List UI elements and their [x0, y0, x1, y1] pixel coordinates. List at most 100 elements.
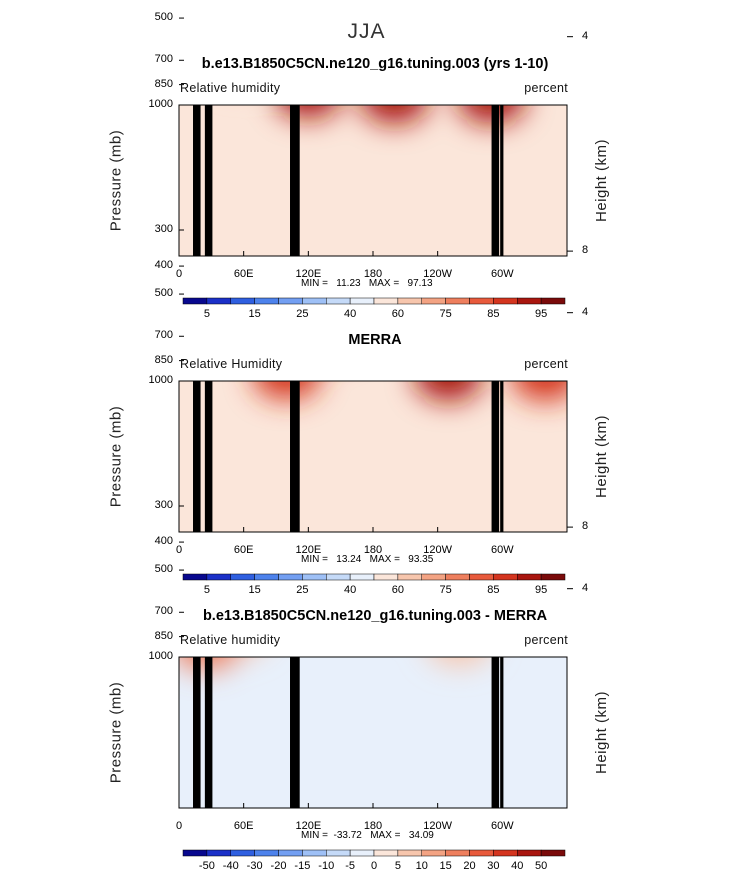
colorbar-cell-1-6: [326, 297, 351, 305]
colorbar-cell-1-1: [206, 297, 231, 305]
colorbar-cell-2-3: [254, 573, 279, 581]
field-blob-8: [254, 381, 320, 400]
y-tick-label-700: 700: [154, 329, 173, 342]
field-blob-4: [253, 0, 321, 31]
panel-title-1: b.e13.B1850C5CN.ne120_g16.tuning.003 (yr…: [201, 56, 549, 72]
height-tick-label-4: 4: [582, 581, 589, 594]
x-tick-label-3: 180: [363, 820, 383, 832]
x-tick-label-4: 120W: [423, 820, 453, 832]
colorbar-cell-1-10: [421, 297, 446, 305]
colorbar-label-3-7: 0: [370, 860, 378, 872]
colorbar-label-3-12: 30: [487, 860, 500, 872]
colorbar-cell-1-14: [517, 297, 542, 305]
min-max-label-1: MIN = 11.23 MAX = 97.13: [301, 278, 433, 289]
colorbar-cell-2-4: [278, 573, 303, 581]
colorbar-cell-1-15: [540, 297, 566, 305]
x-tick-label-2: 120E: [295, 544, 322, 556]
colorbar-label-2-3: 40: [344, 584, 357, 596]
topography-6: [295, 381, 300, 532]
y-tick-label-850: 850: [154, 77, 173, 90]
topography-5: [292, 105, 298, 256]
colorbar-cell-2-0: [182, 573, 208, 581]
colorbar-label-1-1: 15: [248, 308, 261, 320]
y-axis-right-title-2: Height (km): [593, 414, 611, 499]
field-blob-1: [339, 0, 407, 22]
colorbar-cell-1-7: [349, 297, 375, 305]
colorbar-label-1-4: 60: [391, 308, 404, 320]
colorbar-cell-1-8: [373, 297, 399, 305]
colorbar-cell-3-0: [182, 849, 208, 857]
panel-left-label-1: Relative humidity: [180, 81, 281, 95]
y-axis-title-1: Pressure (mb): [107, 129, 125, 232]
field-blob-5: [231, 0, 299, 44]
topography-7: [491, 657, 500, 808]
topography-3: [208, 657, 213, 808]
x-tick-label-5: 60W: [491, 820, 514, 832]
colorbar-cell-2-15: [540, 573, 566, 581]
colorbar-label-2-6: 85: [487, 584, 500, 596]
colorbar-cell-3-6: [326, 849, 351, 857]
colorbar-label-1-0: 5: [203, 308, 210, 320]
topography-7: [491, 105, 500, 256]
topography-1: [193, 657, 201, 808]
field-blob-8: [279, 105, 338, 118]
x-tick-label-2: 120E: [295, 820, 322, 832]
y-axis-title-3: Pressure (mb): [107, 681, 125, 784]
colorbar-cell-2-2: [230, 573, 255, 581]
colorbar-cell-1-3: [254, 297, 279, 305]
colorbar-label-2-0: 5: [203, 584, 210, 596]
colorbar-label-1-7: 95: [535, 308, 548, 320]
colorbar-label-3-2: -30: [246, 860, 263, 872]
colorbar-label-3-8: 5: [394, 860, 401, 872]
colorbar-cell-3-10: [421, 849, 446, 857]
y-tick-label-700: 700: [154, 53, 173, 66]
y-tick-label-500: 500: [154, 563, 173, 576]
colorbar-label-3-10: 15: [439, 860, 452, 872]
x-tick-label-0: 0: [175, 268, 183, 280]
height-tick-label-8: 8: [582, 244, 589, 257]
colorbar-cell-1-9: [397, 297, 422, 305]
colorbar-label-1-5: 75: [439, 308, 452, 320]
contour-field-3: [179, 657, 567, 808]
topography-8: [500, 381, 504, 532]
topography-6: [295, 657, 300, 808]
panel-title-3: b.e13.B1850C5CN.ne120_g16.tuning.003 - M…: [202, 608, 548, 624]
colorbar-label-3-5: -10: [318, 860, 335, 872]
colorbar-cell-2-1: [206, 573, 231, 581]
colorbar-cell-2-10: [421, 573, 446, 581]
topography-8: [500, 105, 504, 256]
colorbar-label-1-3: 40: [344, 308, 357, 320]
y-tick-label-700: 700: [154, 605, 173, 618]
topography-2: [204, 105, 210, 256]
panel-left-label-2: Relative Humidity: [180, 357, 283, 371]
topography-8: [500, 657, 504, 808]
colorbar-cell-1-2: [230, 297, 255, 305]
field-background: [179, 105, 567, 256]
colorbar-cell-3-11: [445, 849, 470, 857]
colorbar-label-3-4: -15: [294, 860, 311, 872]
colorbar-label-3-6: -5: [345, 860, 356, 872]
topography-3: [208, 105, 213, 256]
panel-right-label-2: percent: [524, 357, 568, 371]
y-axis-right-title-3: Height (km): [593, 690, 611, 775]
field-blob-6: [183, 4, 251, 56]
colorbar-label-1-6: 85: [487, 308, 500, 320]
x-tick-label-1: 60E: [233, 820, 254, 832]
colorbar-cell-2-11: [445, 573, 470, 581]
x-tick-label-0: 0: [175, 544, 183, 556]
x-tick-label-5: 60W: [491, 268, 514, 280]
colorbar-cell-3-14: [517, 849, 542, 857]
colorbar-cell-3-15: [540, 849, 566, 857]
x-tick-label-1: 60E: [233, 544, 254, 556]
figure-title: JJA: [347, 20, 386, 43]
y-tick-label-400: 400: [154, 535, 173, 548]
min-max-label-2: MIN = 13.24 MAX = 93.35: [301, 554, 434, 565]
panel-right-label-1: percent: [524, 81, 568, 95]
topography-3: [208, 381, 213, 532]
x-tick-label-2: 120E: [295, 268, 322, 280]
colorbar-cell-3-12: [469, 849, 494, 857]
x-tick-label-3: 180: [363, 268, 383, 280]
field-background: [179, 381, 567, 532]
y-tick-label-300: 300: [154, 499, 173, 511]
